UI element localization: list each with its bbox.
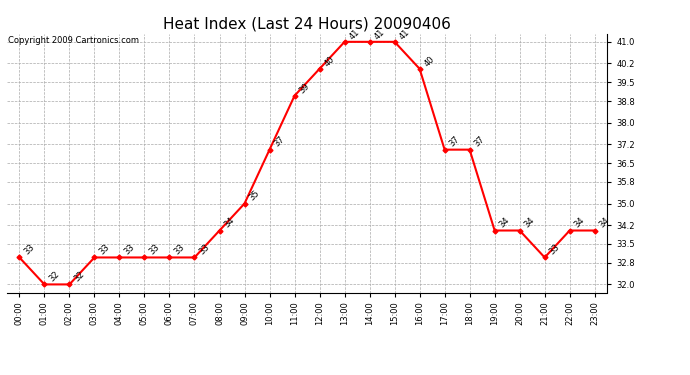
Text: 34: 34 [573, 216, 586, 230]
Text: 34: 34 [598, 216, 611, 230]
Text: 40: 40 [322, 54, 336, 68]
Text: 41: 41 [397, 27, 411, 41]
Text: 34: 34 [222, 216, 236, 230]
Text: 33: 33 [22, 243, 36, 256]
Text: 41: 41 [373, 27, 386, 41]
Text: 37: 37 [473, 135, 486, 149]
Text: 40: 40 [422, 54, 436, 68]
Text: 33: 33 [122, 243, 136, 256]
Text: 32: 32 [72, 270, 86, 284]
Text: 33: 33 [547, 243, 562, 256]
Text: 41: 41 [347, 27, 361, 41]
Text: 37: 37 [273, 135, 286, 149]
Text: 33: 33 [147, 243, 161, 256]
Text: 37: 37 [447, 135, 462, 149]
Text: Copyright 2009 Cartronics.com: Copyright 2009 Cartronics.com [8, 36, 139, 45]
Text: 34: 34 [497, 216, 511, 230]
Text: 33: 33 [172, 243, 186, 256]
Text: 32: 32 [47, 270, 61, 284]
Text: 34: 34 [522, 216, 536, 230]
Text: 33: 33 [97, 243, 111, 256]
Text: 33: 33 [197, 243, 211, 256]
Title: Heat Index (Last 24 Hours) 20090406: Heat Index (Last 24 Hours) 20090406 [163, 16, 451, 31]
Text: 35: 35 [247, 189, 262, 203]
Text: 39: 39 [297, 81, 311, 95]
